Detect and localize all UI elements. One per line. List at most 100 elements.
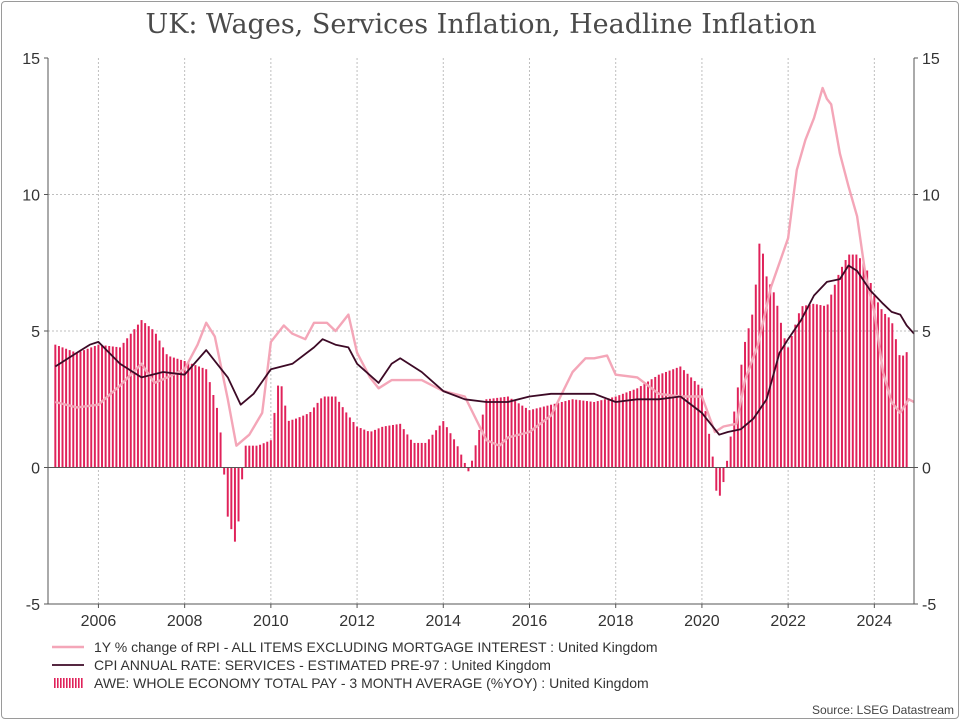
- awe-bar: [776, 305, 779, 468]
- awe-bar: [858, 258, 861, 468]
- awe-bar: [550, 404, 553, 468]
- awe-bar: [578, 400, 581, 468]
- awe-bar: [593, 401, 596, 468]
- awe-bar: [223, 467, 226, 475]
- awe-bar: [474, 445, 477, 468]
- chart-title: UK: Wages, Services Inflation, Headline …: [145, 9, 816, 40]
- awe-bar: [406, 434, 409, 468]
- awe-bar: [162, 347, 165, 468]
- awe-bar: [668, 370, 671, 468]
- awe-bar: [571, 399, 574, 468]
- awe-bar: [884, 313, 887, 468]
- awe-bar: [596, 401, 599, 468]
- awe-bar: [514, 401, 517, 468]
- awe-bar: [833, 284, 836, 468]
- awe-bar: [582, 400, 585, 468]
- x-tick-label: 2016: [512, 613, 548, 630]
- y-tick-label-left: -5: [26, 597, 40, 614]
- awe-bar: [420, 442, 423, 468]
- awe-bar: [65, 348, 68, 468]
- awe-bar: [708, 433, 711, 468]
- awe-bar: [111, 346, 114, 468]
- x-tick-label: 2022: [770, 613, 806, 630]
- awe-bar: [715, 467, 718, 491]
- y-tick-label-right: 5: [922, 324, 931, 341]
- awe-bar: [291, 419, 294, 468]
- awe-bar: [873, 295, 876, 468]
- awe-bar: [140, 320, 143, 468]
- awe-bar: [445, 427, 448, 468]
- awe-bar: [643, 383, 646, 468]
- awe-bar: [377, 428, 380, 468]
- awe-bar: [621, 393, 624, 468]
- awe-bar: [837, 274, 840, 468]
- awe-bar: [902, 355, 905, 468]
- x-tick-label: 2006: [81, 613, 117, 630]
- awe-bar: [230, 467, 233, 530]
- awe-bar: [736, 387, 739, 468]
- awe-bar: [467, 467, 470, 472]
- awe-bar: [147, 326, 150, 468]
- awe-bar: [176, 358, 179, 468]
- awe-bar: [284, 405, 287, 468]
- legend-services-cpi-label: CPI ANNUAL RATE: SERVICES - ESTIMATED PR…: [94, 657, 551, 673]
- awe-bar: [215, 407, 218, 468]
- awe-bar: [334, 396, 337, 468]
- x-tick-label: 2012: [339, 613, 375, 630]
- awe-bar: [866, 270, 869, 468]
- y-tick-label-right: -5: [922, 597, 936, 614]
- awe-bar: [453, 439, 456, 468]
- legend-awe-swatch-bar: [60, 678, 62, 688]
- awe-bar: [388, 425, 391, 468]
- awe-bar: [711, 456, 714, 468]
- awe-bar: [654, 376, 657, 468]
- awe-bar: [675, 367, 678, 468]
- awe-bar: [136, 324, 139, 468]
- awe-bar: [603, 399, 606, 468]
- awe-bar: [248, 445, 251, 468]
- awe-bar: [808, 304, 811, 468]
- awe-bar: [528, 410, 531, 468]
- awe-bar: [869, 282, 872, 468]
- awe-bar: [546, 405, 549, 468]
- awe-bar: [751, 314, 754, 468]
- awe-bar: [553, 403, 556, 468]
- awe-bar: [729, 436, 732, 468]
- awe-bar: [790, 336, 793, 468]
- y-tick-label-right: 0: [922, 461, 931, 478]
- awe-bar: [700, 388, 703, 468]
- awe-bar: [485, 399, 488, 468]
- awe-bar: [205, 369, 208, 468]
- source-note: Source: LSEG Datastream: [812, 703, 954, 717]
- awe-bars: [54, 243, 908, 542]
- awe-bar: [122, 342, 125, 468]
- x-tick-label: 2024: [857, 613, 893, 630]
- awe-bar: [431, 434, 434, 468]
- awe-bar: [783, 338, 786, 468]
- awe-bar: [496, 397, 499, 468]
- awe-bar: [172, 357, 175, 468]
- awe-bar: [370, 431, 373, 468]
- awe-bar: [625, 392, 628, 468]
- awe-bar: [345, 412, 348, 468]
- x-tick-label: 2008: [167, 613, 203, 630]
- awe-bar: [442, 421, 445, 468]
- awe-bar: [499, 397, 502, 468]
- awe-bar: [819, 305, 822, 468]
- awe-bar: [492, 398, 495, 468]
- awe-bar: [395, 424, 398, 468]
- awe-bar: [212, 395, 215, 468]
- legend-awe-swatch-bar: [57, 678, 59, 688]
- awe-bar: [208, 382, 211, 468]
- x-tick-label: 2018: [598, 613, 634, 630]
- x-tick-label: 2020: [684, 613, 720, 630]
- awe-bar: [765, 276, 768, 468]
- awe-bar: [521, 405, 524, 468]
- awe-bar: [560, 401, 563, 468]
- awe-bar: [740, 364, 743, 468]
- awe-bar: [855, 254, 858, 468]
- awe-bar: [54, 344, 57, 468]
- awe-bar: [761, 253, 764, 468]
- y-tick-label-left: 10: [22, 188, 40, 205]
